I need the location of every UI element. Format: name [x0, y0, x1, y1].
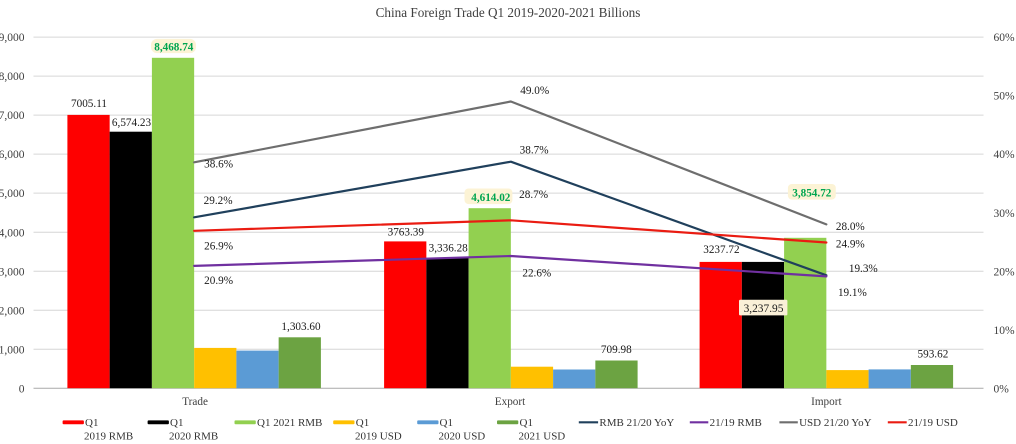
svg-text:2019 USD: 2019 USD — [355, 431, 402, 443]
svg-text:Q1: Q1 — [170, 417, 183, 429]
svg-text:38.6%: 38.6% — [204, 158, 233, 170]
svg-text:USD 21/20 YoY: USD 21/20 YoY — [799, 417, 871, 429]
svg-text:1,303.60: 1,303.60 — [281, 321, 321, 333]
svg-text:26.9%: 26.9% — [204, 240, 233, 252]
svg-text:4,614.02: 4,614.02 — [471, 192, 511, 204]
svg-text:19.1%: 19.1% — [838, 287, 867, 299]
svg-text:28.7%: 28.7% — [519, 189, 548, 201]
svg-text:2021 USD: 2021 USD — [519, 431, 566, 443]
svg-text:1,000: 1,000 — [0, 344, 25, 356]
svg-text:38.7%: 38.7% — [520, 144, 549, 156]
svg-text:20.9%: 20.9% — [204, 275, 233, 287]
svg-text:19.3%: 19.3% — [849, 263, 878, 275]
svg-text:2,000: 2,000 — [0, 305, 25, 317]
svg-text:Q1: Q1 — [440, 417, 453, 429]
svg-text:9,000: 9,000 — [0, 32, 25, 44]
svg-text:0: 0 — [19, 383, 25, 395]
svg-text:22.6%: 22.6% — [522, 267, 551, 279]
svg-text:28.0%: 28.0% — [836, 221, 865, 233]
svg-text:2020 RMB: 2020 RMB — [169, 431, 218, 443]
svg-text:29.2%: 29.2% — [204, 195, 233, 207]
svg-text:3,237.95: 3,237.95 — [744, 303, 784, 315]
svg-text:30%: 30% — [994, 208, 1016, 220]
svg-text:RMB 21/20 YoY: RMB 21/20 YoY — [599, 417, 674, 429]
svg-text:Q1: Q1 — [520, 417, 533, 429]
svg-text:Export: Export — [495, 396, 526, 408]
svg-text:3763.39: 3763.39 — [388, 226, 425, 238]
svg-text:6,574.23: 6,574.23 — [112, 117, 152, 129]
svg-text:7005.11: 7005.11 — [71, 98, 107, 110]
svg-text:2020 USD: 2020 USD — [439, 431, 486, 443]
svg-text:20%: 20% — [994, 266, 1016, 278]
svg-text:8,000: 8,000 — [0, 71, 25, 83]
svg-text:Q1: Q1 — [356, 417, 369, 429]
svg-text:49.0%: 49.0% — [520, 85, 549, 97]
svg-text:50%: 50% — [994, 91, 1016, 103]
svg-text:Import: Import — [811, 396, 842, 408]
svg-text:24.9%: 24.9% — [836, 239, 865, 251]
svg-text:2019 RMB: 2019 RMB — [84, 431, 133, 443]
svg-text:21/19 RMB: 21/19 RMB — [710, 417, 762, 429]
svg-text:Q1 2021 RMB: Q1 2021 RMB — [257, 417, 322, 429]
svg-text:21/19 USD: 21/19 USD — [908, 417, 958, 429]
svg-text:3,336.28: 3,336.28 — [429, 243, 469, 255]
svg-text:7,000: 7,000 — [0, 110, 25, 122]
svg-text:3,000: 3,000 — [0, 266, 25, 278]
svg-text:5,000: 5,000 — [0, 188, 25, 200]
svg-text:3237.72: 3237.72 — [703, 244, 739, 256]
svg-text:0%: 0% — [994, 383, 1010, 395]
svg-text:593.62: 593.62 — [918, 349, 949, 361]
svg-text:Trade: Trade — [182, 396, 208, 408]
svg-text:40%: 40% — [994, 149, 1016, 161]
svg-text:4,000: 4,000 — [0, 227, 25, 239]
svg-text:8,468.74: 8,468.74 — [154, 41, 194, 53]
svg-text:6,000: 6,000 — [0, 149, 25, 161]
svg-text:China Foreign Trade Q1 2019-20: China Foreign Trade Q1 2019-2020-2021 Bi… — [376, 5, 641, 20]
svg-text:60%: 60% — [994, 32, 1016, 44]
svg-text:3,854.72: 3,854.72 — [792, 187, 832, 199]
svg-text:709.98: 709.98 — [601, 344, 632, 356]
svg-text:Q1: Q1 — [85, 417, 98, 429]
svg-text:10%: 10% — [994, 325, 1016, 337]
